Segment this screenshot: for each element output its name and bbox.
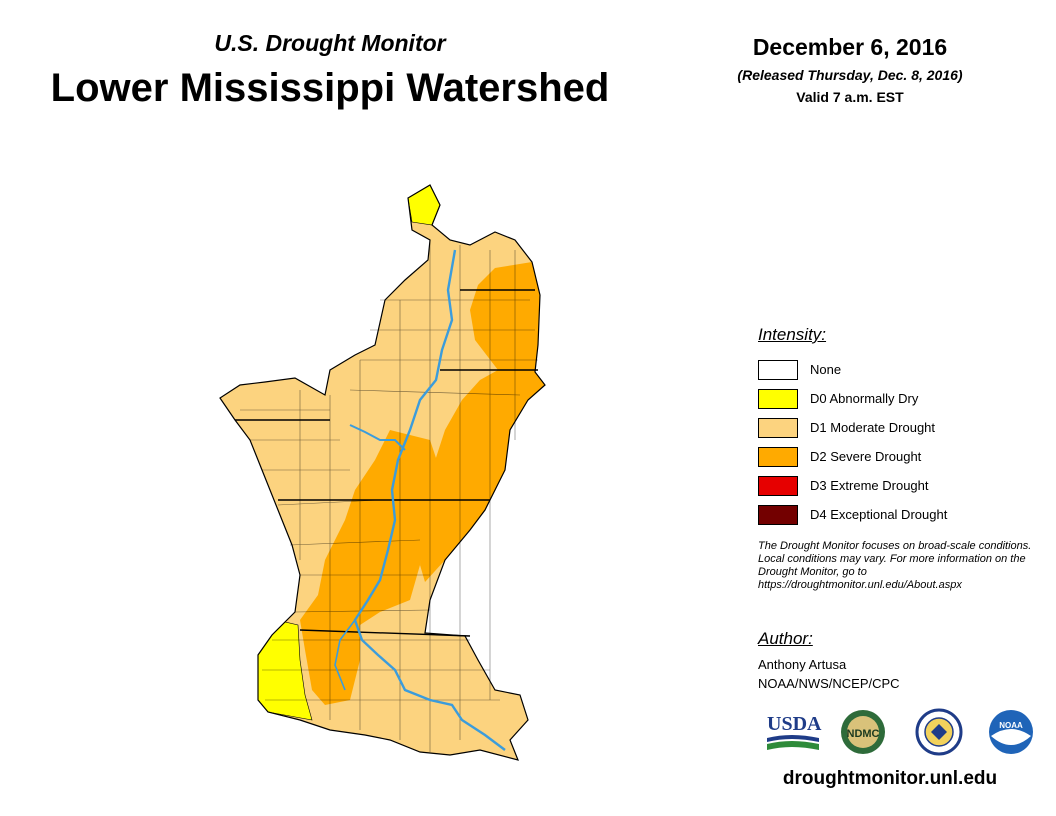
usda-logo-text: USDA xyxy=(767,713,822,735)
map-subtitle: U.S. Drought Monitor xyxy=(214,30,446,56)
disclaimer-text: The Drought Monitor focuses on broad-sca… xyxy=(758,540,1032,591)
release-date: (Released Thursday, Dec. 8, 2016) xyxy=(737,67,963,83)
legend-label: D4 Exceptional Drought xyxy=(810,507,948,522)
author-org: NOAA/NWS/NCEP/CPC xyxy=(758,676,900,691)
watershed-map xyxy=(219,184,546,761)
legend-item: None xyxy=(758,355,947,384)
author-name: Anthony Artusa xyxy=(758,657,847,672)
watershed-outline xyxy=(219,184,546,761)
legend-item: D1 Moderate Drought xyxy=(758,413,947,442)
legend-label: D0 Abnormally Dry xyxy=(810,391,919,406)
ndmc-logo-text: NDMC xyxy=(847,728,880,740)
swatch-none xyxy=(758,359,798,380)
legend-label: D1 Moderate Drought xyxy=(810,420,936,435)
region-d2-severe-east xyxy=(420,262,545,582)
region-d0-abnormally-dry-north xyxy=(407,184,441,226)
atchafalaya-river xyxy=(334,619,356,691)
ndmc-logo: NDMC xyxy=(841,710,885,754)
state-boundaries xyxy=(235,289,538,637)
legend-item: D3 Extreme Drought xyxy=(758,471,947,500)
swatch-d4 xyxy=(758,504,798,525)
map-title: Lower Mississippi Watershed xyxy=(50,66,610,110)
swatch-d3 xyxy=(758,475,798,496)
legend-label: D3 Extreme Drought xyxy=(810,478,929,493)
noaa-logo: NOAA xyxy=(989,710,1033,754)
noaa-logo-text: NOAA xyxy=(999,721,1023,730)
footer-url[interactable]: droughtmonitor.unl.edu xyxy=(782,768,998,789)
valid-time: Valid 7 a.m. EST xyxy=(796,89,904,105)
arkansas-river xyxy=(349,424,406,451)
legend-item: D0 Abnormally Dry xyxy=(758,384,947,413)
agency-logos: USDA NDMC NOAA xyxy=(767,708,1033,756)
legend-item: D2 Severe Drought xyxy=(758,442,947,471)
region-d2-severe-central xyxy=(300,430,440,705)
author-heading: Author: xyxy=(758,629,813,648)
doc-seal-logo xyxy=(915,708,963,756)
swatch-d1 xyxy=(758,417,798,438)
legend-label: D2 Severe Drought xyxy=(810,449,922,464)
swatch-d0 xyxy=(758,388,798,409)
legend-label: None xyxy=(810,362,842,377)
county-boundaries xyxy=(240,240,538,752)
usda-logo: USDA xyxy=(767,713,822,750)
mississippi-river xyxy=(353,249,506,751)
legend-item: D4 Exceptional Drought xyxy=(758,500,947,529)
legend-heading: Intensity: xyxy=(758,325,827,344)
map-date: December 6, 2016 xyxy=(752,34,948,60)
legend: None D0 Abnormally Dry D1 Moderate Droug… xyxy=(758,355,947,529)
swatch-d2 xyxy=(758,446,798,467)
